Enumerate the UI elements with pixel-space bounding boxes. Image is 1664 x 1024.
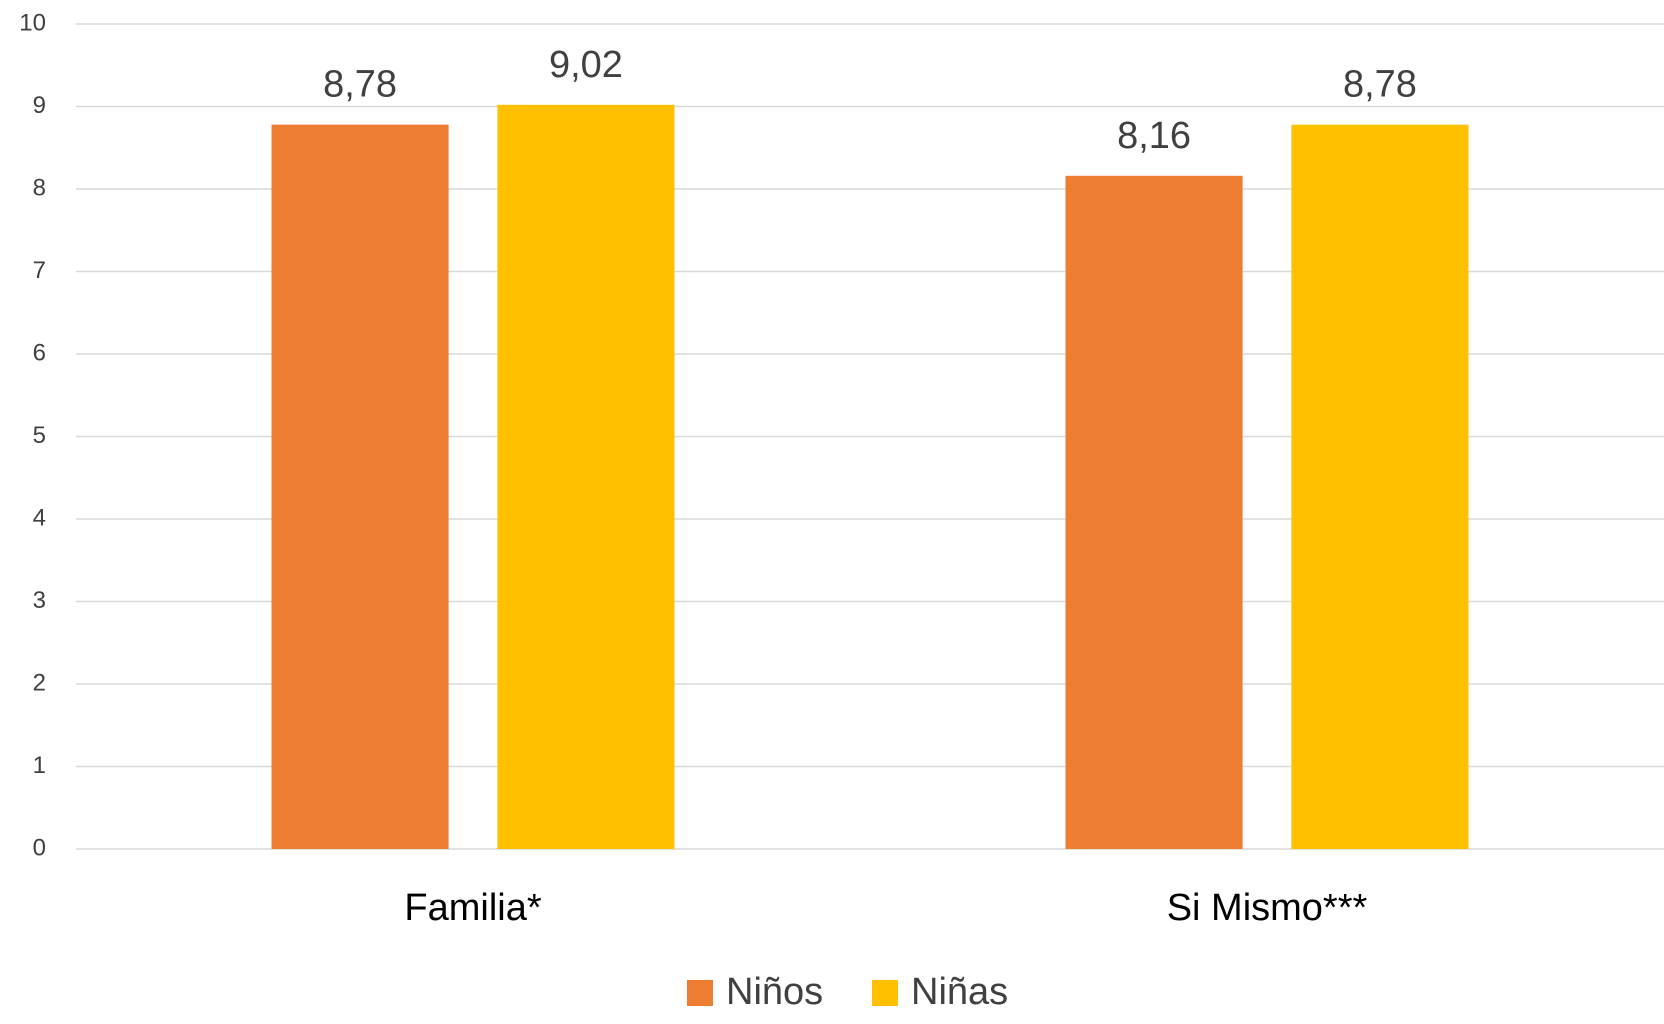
- bar: [271, 124, 449, 849]
- data-label: 8,16: [1117, 115, 1191, 157]
- data-label: 8,78: [323, 64, 397, 106]
- y-tick-label: 3: [33, 587, 46, 614]
- y-tick-label: 8: [33, 174, 46, 201]
- legend-swatch: [687, 980, 713, 1006]
- y-tick-label: 7: [33, 257, 46, 284]
- legend-swatch: [872, 980, 898, 1006]
- y-tick-label: 6: [33, 339, 46, 366]
- y-tick-label: 2: [33, 669, 46, 696]
- bar: [497, 104, 675, 850]
- legend-label: Niños: [726, 971, 823, 1013]
- y-tick-label: 4: [33, 504, 46, 531]
- legend-label: Niñas: [911, 971, 1008, 1013]
- data-label: 8,78: [1343, 64, 1417, 106]
- y-tick-label: 0: [33, 834, 46, 861]
- bar: [1291, 124, 1469, 849]
- x-tick-label: Familia*: [404, 887, 541, 929]
- bar: [1065, 175, 1243, 850]
- y-tick-label: 10: [19, 9, 46, 36]
- y-tick-label: 5: [33, 422, 46, 449]
- data-label: 9,02: [549, 44, 623, 86]
- x-tick-label: Si Mismo***: [1167, 887, 1368, 929]
- y-tick-label: 9: [33, 92, 46, 119]
- y-tick-label: 1: [33, 752, 46, 779]
